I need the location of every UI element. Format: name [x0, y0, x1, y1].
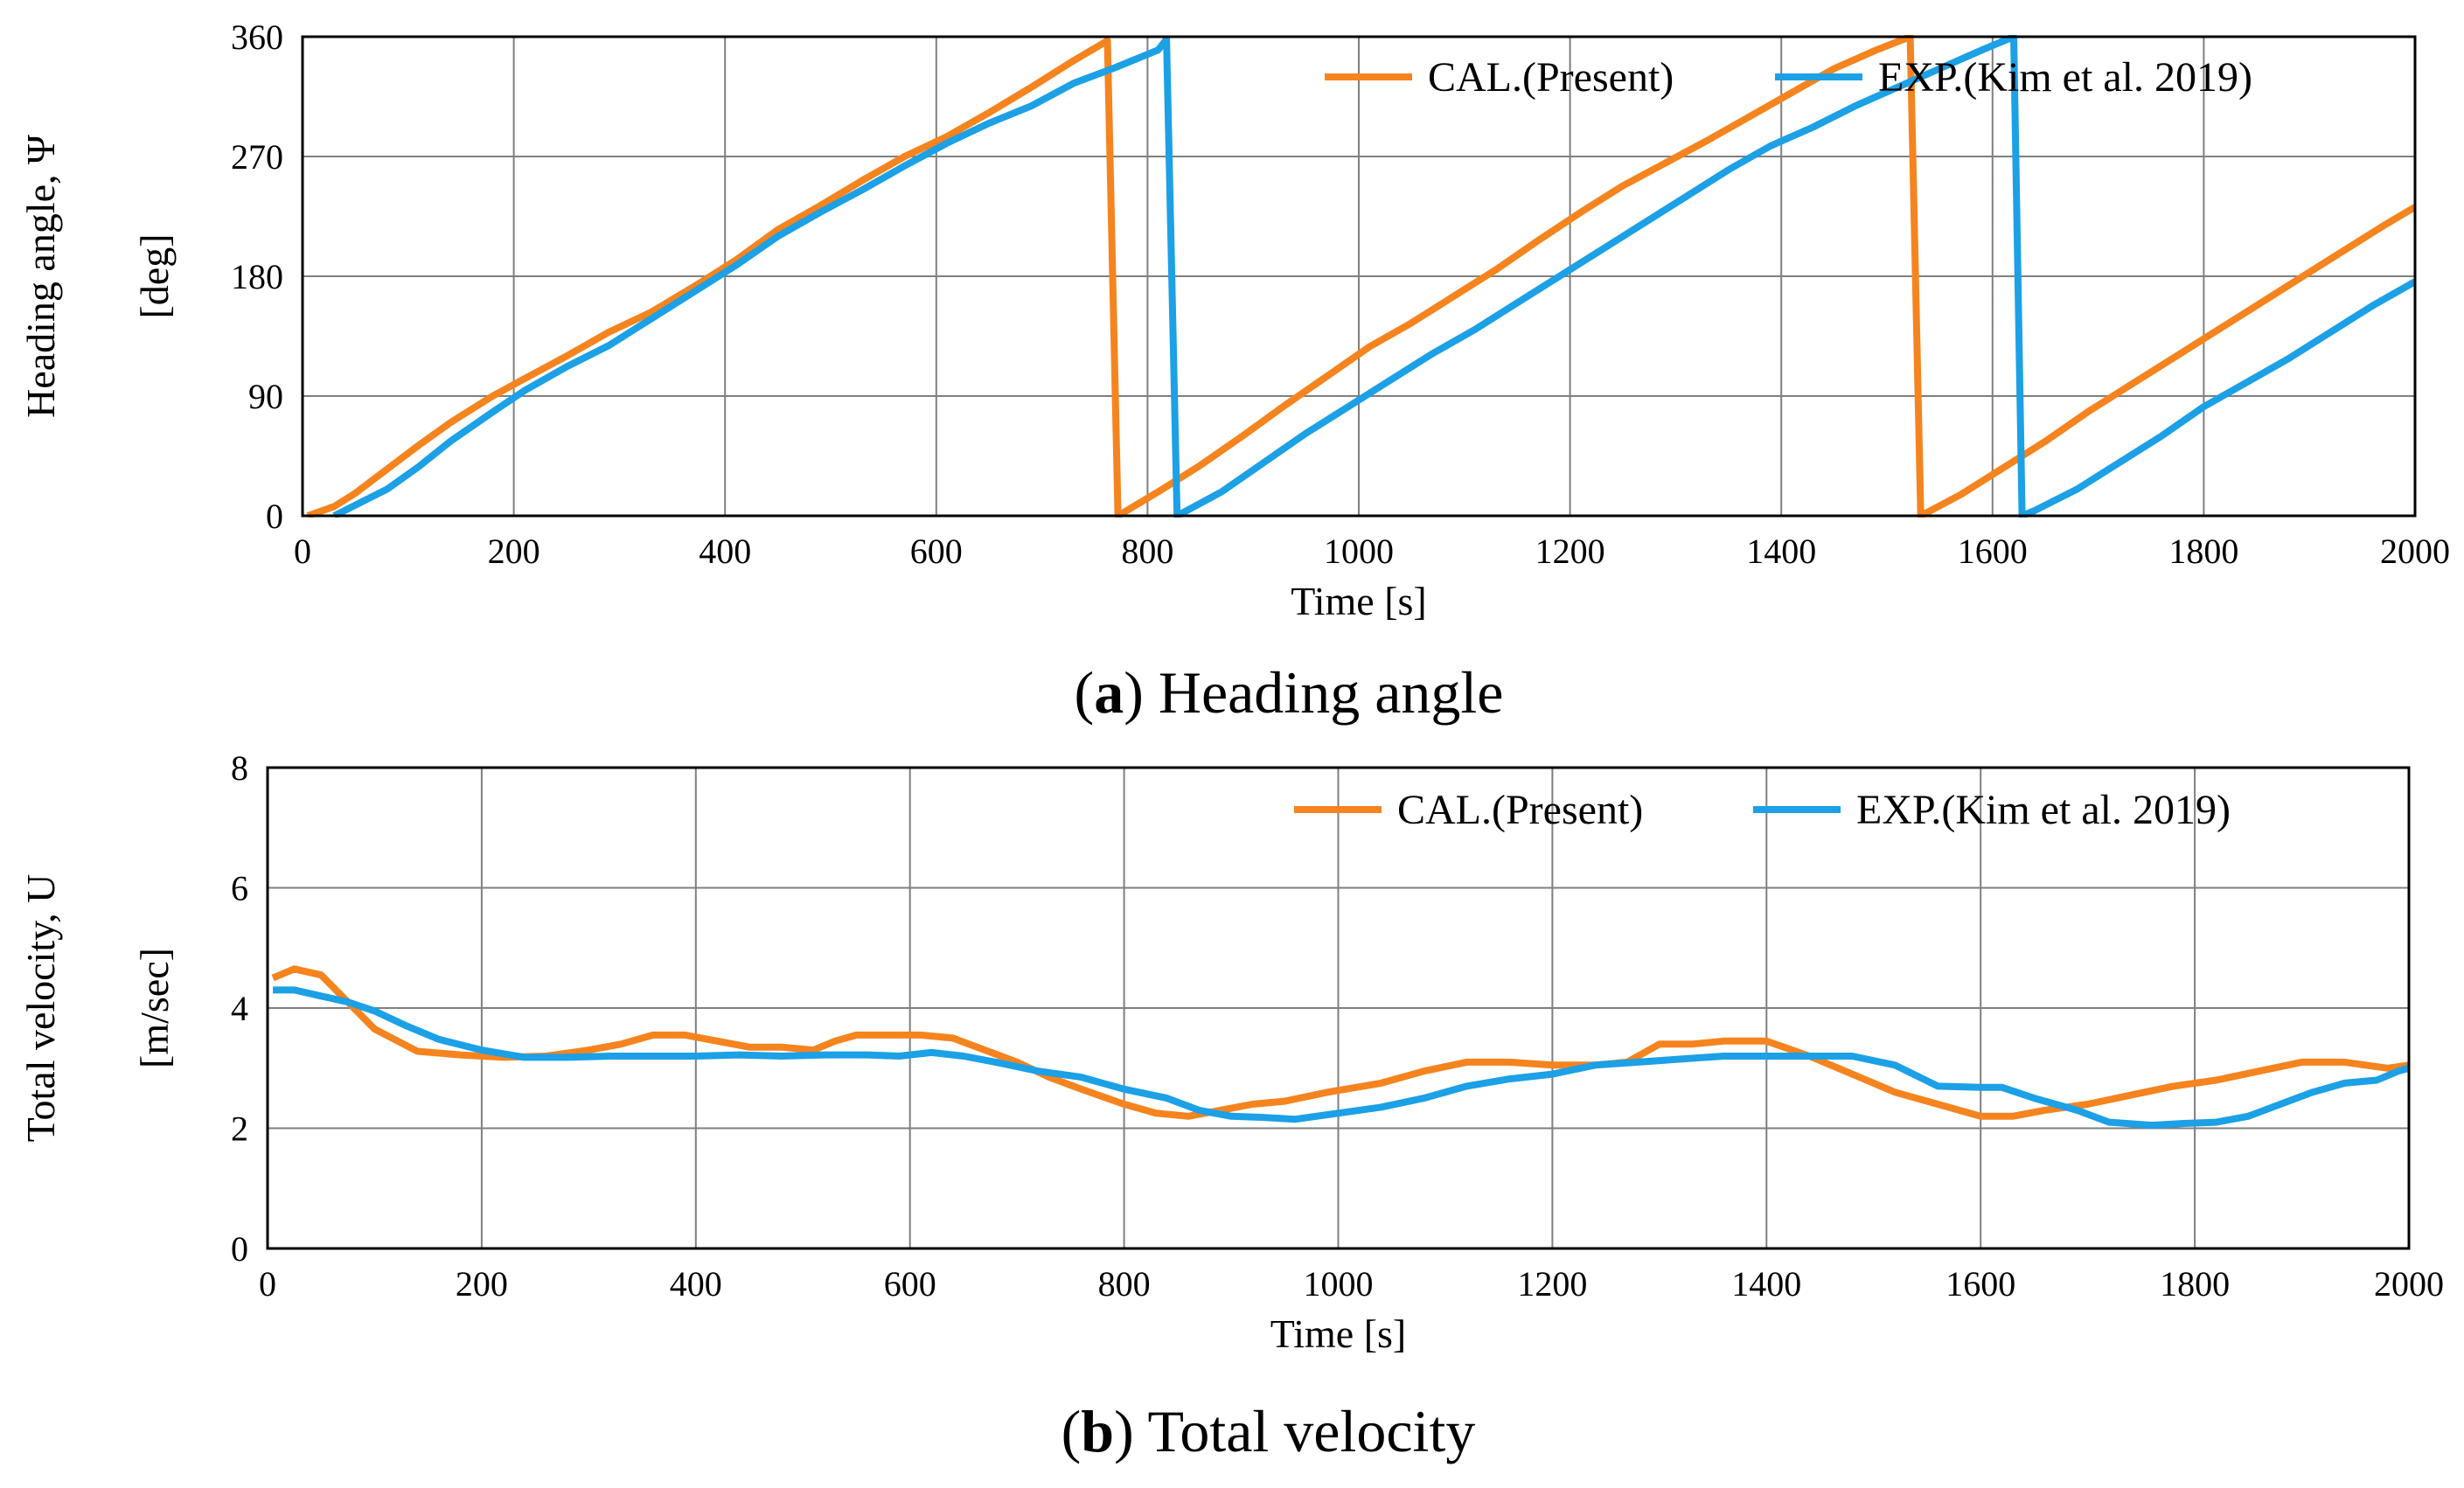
y-tick-label: 8 [231, 748, 248, 788]
x-tick-label: 800 [1121, 532, 1173, 571]
heading-x-axis-label: Time [s] [1291, 579, 1427, 623]
x-tick-label: 1800 [2160, 1264, 2230, 1304]
legend-label-cal: CAL.(Present) [1428, 54, 1674, 101]
y-tick-label: 4 [231, 989, 248, 1028]
x-tick-label: 600 [910, 532, 963, 571]
x-tick-label: 400 [670, 1264, 722, 1304]
y-tick-label: 0 [231, 1229, 248, 1269]
series-line-exp [332, 35, 2415, 518]
velocity-caption-text: ) Total velocity [1114, 1398, 1475, 1464]
velocity-x-tick-labels: 0 200 400 600 800 1000 1200 1400 1600 1800 2000 [259, 1264, 2444, 1304]
x-tick-label: 600 [884, 1264, 936, 1304]
y-tick-label: 360 [231, 17, 283, 57]
velocity-grid [267, 767, 2410, 1249]
heading-caption: (a) Heading angle [1075, 659, 1504, 726]
heading-plot-frame [301, 35, 2417, 518]
velocity-y-axis-unit: [m/sec] [132, 948, 177, 1068]
x-tick-label: 1600 [1945, 1264, 2015, 1304]
velocity-y-tick-labels: 0 2 4 6 8 [231, 748, 248, 1269]
x-tick-label: 1400 [1746, 532, 1816, 571]
heading-caption-prefix: ( [1075, 659, 1095, 726]
y-tick-label: 90 [248, 377, 283, 416]
x-tick-label: 1600 [1958, 532, 2028, 571]
legend-label-exp: EXP.(Kim et al. 2019) [1878, 54, 2252, 101]
x-tick-label: 800 [1098, 1264, 1151, 1304]
y-tick-label: 0 [266, 497, 283, 536]
heading-y-tick-labels: 0 90 180 270 360 [231, 17, 283, 536]
heading-series [306, 35, 2415, 518]
velocity-y-axis-label: Total velocity, U [18, 874, 63, 1143]
series-line-cal [271, 965, 2409, 1120]
x-tick-label: 1000 [1324, 532, 1394, 571]
velocity-caption-letter: b [1081, 1398, 1114, 1464]
heading-caption-text: ) Heading angle [1124, 659, 1503, 726]
velocity-series [271, 965, 2409, 1130]
x-tick-label: 0 [294, 532, 311, 571]
heading-angle-chart: 0 200 400 600 800 1000 1200 1400 1600 1800 2000 0 9… [18, 17, 2450, 726]
heading-x-tick-labels: 0 200 400 600 800 1000 1200 1400 1600 1800 2000 [294, 532, 2450, 571]
series-line-cal [306, 35, 2415, 518]
x-tick-label: 2000 [2380, 532, 2450, 571]
total-velocity-chart: 0 200 400 600 800 1000 1200 1400 1600 1800 2000 0 2… [18, 748, 2444, 1464]
x-tick-label: 1200 [1535, 532, 1605, 571]
y-tick-label: 6 [231, 869, 248, 908]
heading-grid [302, 36, 2416, 517]
x-tick-label: 0 [259, 1264, 276, 1304]
x-tick-label: 1000 [1304, 1264, 1374, 1304]
heading-caption-letter: a [1094, 659, 1124, 726]
y-tick-label: 270 [231, 137, 283, 177]
y-tick-label: 180 [231, 257, 283, 296]
legend-label-exp: EXP.(Kim et al. 2019) [1856, 787, 2231, 833]
x-tick-label: 2000 [2374, 1264, 2444, 1304]
heading-legend: CAL.(Present) EXP.(Kim et al. 2019) [1325, 54, 2252, 101]
y-tick-label: 2 [231, 1109, 248, 1149]
x-tick-label: 1200 [1517, 1264, 1587, 1304]
velocity-caption: (b) Total velocity [1061, 1398, 1476, 1464]
x-tick-label: 200 [456, 1264, 508, 1304]
heading-y-axis-unit: [deg] [132, 233, 177, 318]
x-tick-label: 1400 [1731, 1264, 1801, 1304]
legend-label-cal: CAL.(Present) [1397, 787, 1643, 833]
x-tick-label: 1800 [2168, 532, 2238, 571]
velocity-x-axis-label: Time [s] [1270, 1311, 1407, 1356]
velocity-legend: CAL.(Present) EXP.(Kim et al. 2019) [1294, 787, 2231, 833]
x-tick-label: 400 [699, 532, 751, 571]
velocity-caption-prefix: ( [1061, 1398, 1082, 1464]
x-tick-label: 200 [488, 532, 540, 571]
series-line-exp [273, 986, 2409, 1130]
velocity-plot-frame [266, 766, 2411, 1250]
heading-y-axis-label: Heading angle, Ψ [18, 135, 63, 418]
